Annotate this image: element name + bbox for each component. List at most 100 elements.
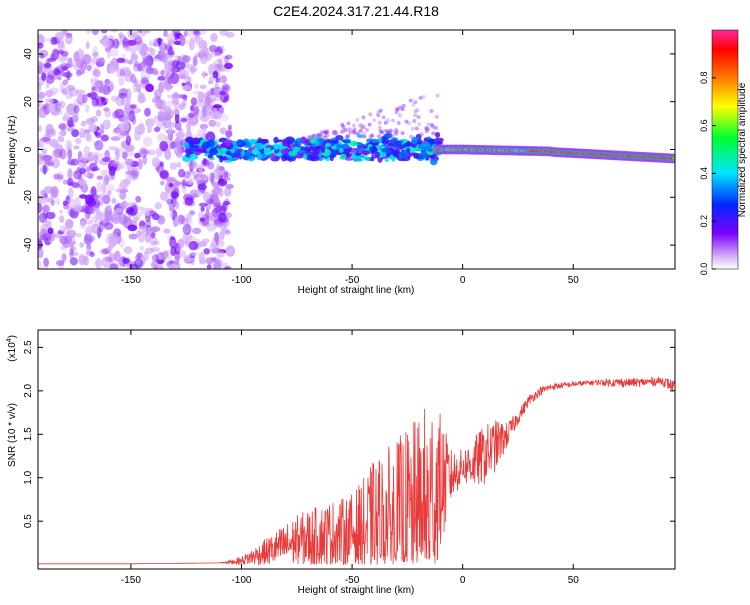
spectrogram-cell [169,235,176,241]
spectrogram-cell [396,120,401,125]
spectrogram-cell [174,141,181,147]
colorbar-tick-label: 0.4 [699,167,709,180]
spectrogram-cell [202,191,211,202]
x-tick-label: -100 [231,575,251,586]
spectrogram-cell [322,135,327,140]
spectrogram-cell [128,233,139,240]
spectrogram-cell [38,248,44,259]
spectrogram-cell [213,233,224,243]
spectrogram-cell [125,174,132,179]
spectrogram-cell [206,223,217,232]
spectrogram-cell [62,79,69,86]
spectrogram-cell [171,99,180,106]
spectrogram-cell [335,144,343,149]
spectrogram-cell [163,193,172,203]
spectrogram-cell [183,69,190,82]
spectrogram-cell [434,131,441,138]
spectrogram-cell [116,256,124,268]
spectrogram-cell [380,151,387,158]
spectrogram-cell [126,96,132,106]
spectrogram-cell [182,171,191,179]
spectrogram-cell [110,232,120,245]
spectrogram-cell [61,253,67,262]
spectrogram-cell [83,239,93,245]
spectrogram-cell [189,210,196,216]
spectrogram-cell [60,30,66,39]
spectrogram-cell [59,225,67,232]
spectrogram-cell [391,155,396,162]
spectrogram-cell [79,131,85,138]
spectrogram-cell [150,260,159,269]
spectrogram-cell [120,66,131,73]
spectrogram-cell [227,248,233,256]
snr-scale-close: ) [7,335,18,338]
spectrogram-cell [198,99,204,104]
spectrogram-cell [199,259,206,265]
spectrogram-cell [108,252,116,264]
spectrogram-cell [225,150,232,156]
spectrogram-cell [50,192,59,199]
spectrogram-cell [62,241,72,248]
spectrogram-cell [145,211,151,217]
spectrogram-cell [135,216,141,221]
spectrogram-cell [95,211,104,221]
spectrogram-cell [212,70,219,79]
spectrogram-cell [71,173,78,181]
spectrogram-cell [236,139,243,146]
spectrogram-cell [199,123,209,130]
spectrogram-cell [376,145,386,150]
spectrogram-cell [215,163,221,173]
spectrogram-cell [191,145,200,149]
spectrogram-cell [83,233,93,246]
spectrogram-cell [130,53,139,62]
spectrogram-cell [363,156,371,161]
spectrogram-cell [183,30,188,37]
spectrogram-cell [200,206,205,212]
spectrogram-cell [201,127,208,132]
spectrogram-cell [201,56,208,62]
spectrogram-cell [66,69,71,81]
spectrogram-cell [435,93,440,98]
spectrogram-cell [133,130,141,141]
x-tick-label: 0 [460,275,466,286]
y-tick-label: 0 [23,146,34,152]
spectrogram-cell [280,148,288,155]
spectrogram-cell [111,214,122,225]
spectrogram-cell [219,90,226,96]
spectrogram-cell [50,91,57,97]
spectrogram-cell [88,123,98,133]
spectrogram-cell [100,96,106,102]
spectrogram-cell [94,204,100,214]
spectrogram-cell [394,129,399,134]
spectrogram-y-ticks: -40 -20 0 20 40 [23,48,675,252]
spectrogram-cell [144,30,151,34]
spectrogram-cell [215,234,220,246]
spectrogram-cell [420,143,428,147]
spectrogram-cell [224,54,233,60]
spectrogram-cell [216,250,225,259]
spectrogram-cell [51,128,57,137]
spectrogram-cell [49,87,59,94]
spectrogram-cell [67,220,74,227]
spectrogram-cell [145,83,154,93]
spectrogram-cell [150,226,161,233]
spectrogram-cell [123,67,132,78]
spectrogram-cell [161,250,169,259]
spectrogram-cell [409,134,414,139]
spectrogram-cell [137,92,145,104]
y-tick-label: 1.5 [23,427,34,441]
spectrogram-cell [145,219,152,228]
spectrogram-cell [144,107,151,117]
spectrogram-cell [99,193,105,202]
spectrogram-cell [124,144,135,152]
spectrogram-cell [38,82,42,92]
spectrogram-cell [54,32,64,41]
spectrogram-cell [199,217,206,222]
spectrogram-cell [190,97,198,106]
spectrogram-cell [333,139,339,144]
spectrogram-cell [159,161,164,167]
x-tick-label: -150 [121,275,141,286]
spectrogram-cell [76,166,81,176]
spectrogram-cell [224,187,232,197]
spectrogram-cell [78,95,84,103]
